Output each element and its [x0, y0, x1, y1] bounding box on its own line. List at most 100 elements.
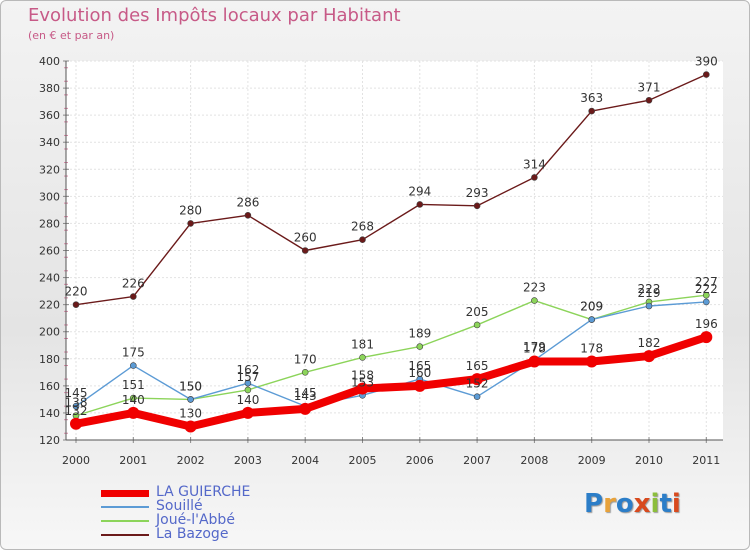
chart-title: Evolution des Impôts locaux par Habitant	[28, 5, 401, 26]
x-tick-label: 2011	[692, 454, 720, 467]
data-label: 158	[351, 369, 374, 383]
data-label: 145	[294, 386, 317, 400]
data-label: 151	[122, 378, 145, 392]
y-tick-label: 280	[39, 217, 60, 230]
data-label: 143	[294, 389, 317, 403]
y-tick-label: 260	[39, 245, 60, 258]
data-point	[244, 386, 252, 394]
y-tick-label: 360	[39, 109, 60, 122]
data-label: 182	[638, 336, 661, 350]
logo-letter: P	[584, 489, 604, 519]
x-tick-label: 2009	[578, 454, 606, 467]
data-point	[244, 379, 252, 387]
logo-letter: i	[650, 489, 660, 519]
data-label: 222	[638, 282, 661, 296]
data-label: 181	[351, 337, 374, 351]
data-point	[473, 202, 481, 210]
series-line-la-bazoge	[75, 73, 707, 306]
data-label: 223	[523, 281, 546, 295]
data-label: 152	[466, 377, 489, 391]
data-point	[645, 96, 653, 104]
data-label: 293	[466, 186, 489, 200]
legend-label: Souillé	[156, 498, 203, 514]
data-point	[702, 298, 710, 306]
data-point	[187, 220, 194, 227]
data-point	[588, 316, 596, 323]
data-point	[645, 302, 653, 310]
data-label: 227	[695, 275, 718, 289]
data-point	[528, 355, 541, 368]
legend-label: La Bazoge	[156, 526, 229, 542]
chart-subtitle: (en € et par an)	[28, 29, 115, 42]
y-tick-label: 320	[39, 163, 60, 176]
data-point	[702, 71, 710, 78]
data-point	[184, 420, 197, 433]
data-point	[359, 354, 366, 361]
data-point	[301, 369, 309, 376]
data-label: 130	[179, 406, 202, 420]
data-label: 371	[638, 80, 661, 94]
data-point	[531, 297, 538, 304]
y-tick-label: 200	[39, 326, 60, 339]
data-label: 165	[466, 359, 489, 373]
logo-letter: x	[633, 489, 651, 519]
data-point	[70, 417, 82, 430]
data-point	[244, 212, 252, 219]
data-point	[702, 291, 710, 299]
x-tick-label: 2002	[177, 454, 205, 467]
data-point	[127, 406, 140, 419]
data-point	[473, 393, 481, 400]
data-label: 138	[65, 396, 88, 410]
data-label: 189	[408, 327, 431, 341]
data-label: 220	[65, 285, 88, 299]
data-point	[416, 343, 424, 350]
data-label: 175	[122, 346, 145, 360]
data-label: 140	[236, 393, 259, 407]
data-point	[416, 201, 424, 208]
logo-letter: o	[615, 489, 634, 519]
data-label: 280	[179, 203, 202, 217]
y-tick-label: 140	[39, 407, 60, 420]
data-point	[471, 373, 484, 386]
data-point	[700, 331, 713, 344]
data-point	[299, 402, 312, 415]
data-label: 209	[580, 300, 603, 314]
x-tick-label: 2005	[349, 454, 377, 467]
x-tick-label: 2004	[291, 454, 319, 467]
logo-letter: r	[603, 489, 616, 519]
legend-swatch	[101, 490, 149, 497]
data-label: 145	[65, 386, 88, 400]
data-point	[531, 174, 538, 181]
data-point	[241, 406, 254, 419]
data-point	[301, 247, 309, 254]
x-tick-label: 2008	[520, 454, 548, 467]
data-label: 363	[580, 91, 603, 105]
data-label: 294	[408, 184, 431, 198]
data-point	[72, 402, 80, 410]
logo-letter: t	[659, 489, 672, 519]
data-point	[643, 350, 655, 363]
legend-swatch	[101, 534, 149, 536]
x-tick-label: 2010	[635, 454, 663, 467]
data-label: 260	[294, 231, 317, 245]
data-label: 314	[523, 157, 546, 171]
y-tick-label: 300	[39, 190, 60, 203]
x-tick-label: 2000	[62, 454, 90, 467]
data-label: 268	[351, 220, 374, 234]
data-label: 226	[122, 277, 145, 291]
data-point	[413, 379, 426, 392]
legend-label: LA GUIERCHE	[156, 484, 251, 500]
proxiti-logo: Proxiti	[584, 489, 681, 519]
data-label: 165	[408, 359, 431, 373]
data-label: 160	[408, 366, 431, 380]
data-label: 150	[179, 379, 202, 393]
x-tick-label: 2001	[119, 454, 147, 467]
data-point	[187, 396, 194, 403]
data-label: 205	[466, 305, 489, 319]
data-point	[72, 301, 80, 308]
data-label: 153	[351, 375, 374, 389]
legend-swatch	[101, 520, 149, 522]
data-point	[585, 355, 598, 368]
data-label: 390	[695, 55, 718, 69]
y-tick-label: 240	[39, 272, 60, 285]
